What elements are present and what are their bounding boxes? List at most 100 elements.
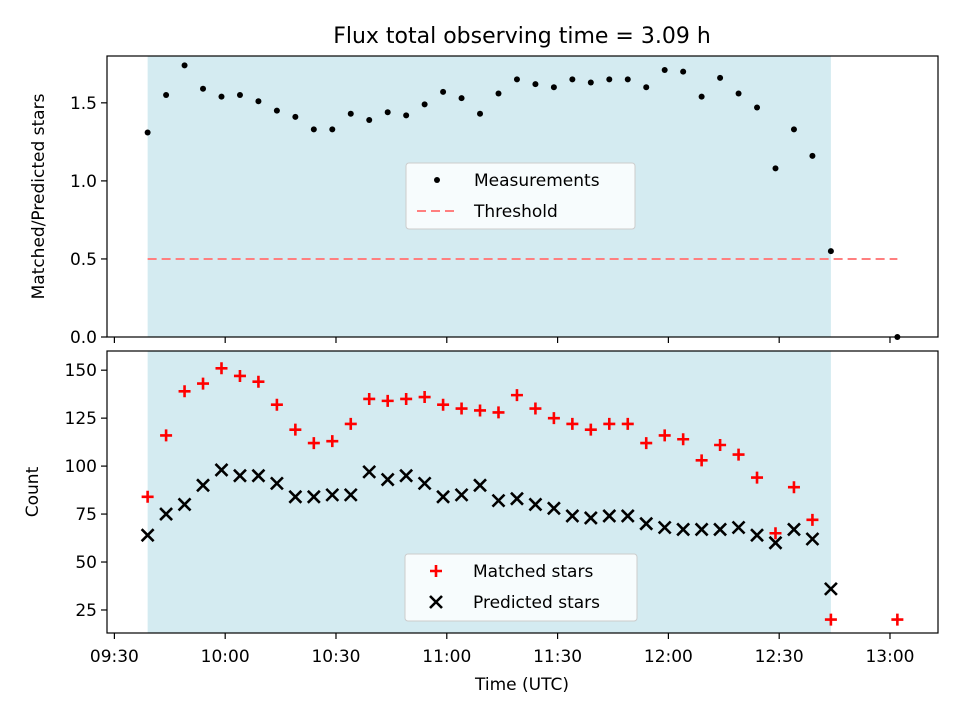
data-point (458, 95, 465, 102)
data-point (384, 109, 391, 116)
data-point (827, 248, 834, 255)
data-point (492, 406, 505, 419)
data-point (640, 437, 653, 450)
data-point (657, 520, 672, 535)
data-point (732, 448, 745, 461)
data-point (891, 613, 904, 626)
legend-label: Matched stars (473, 562, 593, 582)
data-point (197, 377, 210, 390)
data-point (273, 107, 280, 114)
data-point (473, 478, 487, 493)
data-point (731, 520, 746, 535)
y-axis-label: Matched/Predicted stars (29, 93, 49, 299)
data-point (643, 84, 650, 91)
series-matched-stars (141, 362, 904, 626)
data-point (325, 487, 340, 502)
data-point (676, 522, 691, 537)
data-point (236, 92, 243, 99)
data-point (381, 394, 394, 407)
data-point (436, 489, 451, 504)
data-point (824, 613, 837, 626)
data-point (178, 385, 191, 398)
top-panel: 0.0 0.5 1.0 1.5 Matched/Predicted stars Measu… (29, 55, 939, 348)
legend-swatch (434, 177, 440, 183)
data-point (717, 74, 724, 81)
y-tick-label: 1.0 (70, 172, 97, 192)
y-tick-label: 150 (65, 361, 97, 381)
y-tick-label: 75 (75, 505, 97, 525)
data-point (823, 581, 838, 596)
data-point (602, 509, 617, 523)
legend-label: Threshold (473, 202, 558, 222)
legend: Matched stars Predicted stars (404, 553, 638, 622)
x-tick-label: 12:00 (644, 647, 693, 667)
data-point (269, 476, 284, 491)
y-tick-label: 125 (65, 409, 97, 429)
data-point (546, 501, 561, 516)
data-point (714, 439, 727, 451)
data-point (181, 62, 188, 69)
data-point (141, 490, 154, 503)
data-point (510, 491, 524, 506)
data-point (790, 126, 797, 133)
x-tick-label: 13:00 (865, 647, 914, 667)
x-tick-label: 10:30 (311, 647, 360, 667)
legend-swatch (430, 565, 442, 577)
data-point (547, 412, 560, 425)
legend-box (405, 162, 636, 230)
data-point (363, 392, 376, 405)
data-point (454, 487, 469, 502)
data-point (440, 88, 447, 95)
data-point (347, 110, 354, 117)
data-point (200, 85, 207, 92)
data-point (144, 129, 151, 136)
data-point (587, 79, 594, 86)
data-point (583, 510, 598, 525)
data-point (288, 489, 303, 504)
data-point (362, 464, 377, 479)
data-point (550, 84, 557, 91)
data-point (661, 67, 668, 74)
y-tick-label: 0.0 (70, 328, 97, 348)
data-point (529, 402, 542, 415)
data-point (513, 76, 520, 83)
data-point (140, 528, 155, 543)
data-point (495, 90, 502, 97)
data-point (569, 76, 576, 83)
x-tick-label: 11:30 (533, 647, 582, 667)
data-point (310, 126, 317, 133)
data-point (566, 417, 579, 430)
y-axis-label: Count (23, 466, 43, 517)
data-point (292, 113, 299, 120)
x-axis-label: Time (UTC) (474, 675, 569, 695)
data-point (787, 481, 800, 494)
data-point (750, 528, 764, 543)
data-point (474, 404, 487, 417)
data-point (306, 489, 321, 504)
data-point (215, 362, 228, 375)
data-point (455, 402, 468, 415)
data-point (751, 471, 764, 484)
x-tick-label: 11:00 (422, 647, 471, 667)
data-point (809, 152, 816, 159)
legend-label: Predicted stars (473, 593, 600, 613)
data-point (329, 126, 336, 133)
legend-swatch (429, 595, 443, 609)
data-point (233, 369, 246, 382)
data-point (787, 522, 801, 537)
data-point (252, 375, 265, 388)
data-point (214, 463, 229, 477)
data-point (606, 76, 613, 83)
data-point (565, 509, 580, 523)
data-point (620, 509, 635, 523)
legend: Measurements Threshold (405, 162, 636, 230)
data-point (621, 417, 634, 430)
data-point (532, 81, 539, 88)
legend-box (404, 553, 638, 622)
data-point (677, 433, 690, 446)
data-point (806, 513, 819, 526)
data-point (491, 493, 506, 508)
data-point (658, 429, 671, 442)
x-tick-label: 12:30 (755, 647, 804, 667)
